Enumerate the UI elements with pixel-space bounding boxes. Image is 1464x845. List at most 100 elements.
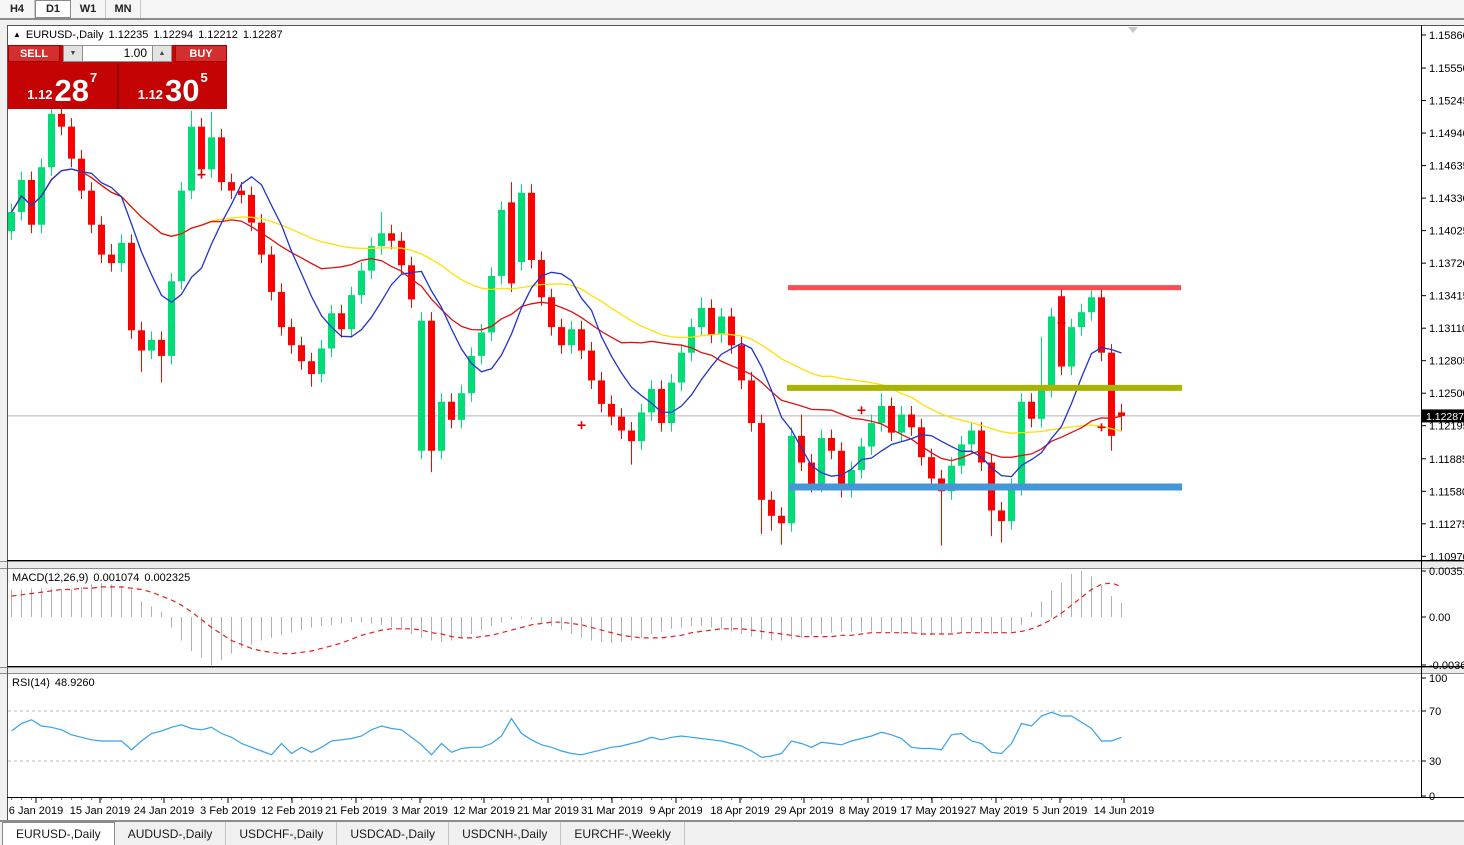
rsi-value: 48.9260 [54, 677, 95, 689]
svg-text:3 Mar 2019: 3 Mar 2019 [392, 805, 448, 817]
candle [588, 350, 595, 381]
candle [998, 510, 1005, 522]
chart-title: ▲ EURUSD-,Daily 1.12235 1.12294 1.12212 1.122… [13, 29, 288, 41]
svg-text:31 Mar 2019: 31 Mar 2019 [581, 805, 643, 817]
rsi-pane [8, 710, 1420, 762]
candle [488, 275, 495, 333]
candle [558, 327, 565, 346]
candle [458, 393, 465, 420]
rsi-line [11, 711, 1122, 758]
svg-text:21 Mar 2019: 21 Mar 2019 [517, 805, 579, 817]
expand-arrow-icon[interactable]: ▲ [13, 30, 21, 39]
candle [468, 355, 475, 394]
candle [228, 182, 235, 191]
sell-price-button[interactable]: 1.12 28 7 [8, 64, 119, 109]
candle [838, 450, 845, 490]
svg-text:1.13415: 1.13415 [1429, 291, 1464, 303]
svg-text:30: 30 [1429, 756, 1441, 768]
candle [158, 339, 165, 356]
buy-button[interactable]: BUY [175, 45, 227, 62]
buy-price-pipette: 5 [200, 70, 208, 85]
quote-close: 1.12287 [242, 29, 283, 41]
svg-text:6 Jan 2019: 6 Jan 2019 [9, 805, 63, 817]
candle [658, 388, 665, 424]
chart-canvas[interactable]: 1.15860 1.15550 1.15245 1.14940 1.14635 1.143… [0, 0, 1464, 821]
timeframe-w1-button[interactable]: W1 [71, 0, 106, 18]
svg-text:12 Mar 2019: 12 Mar 2019 [453, 805, 515, 817]
tab-eurchf-weekly[interactable]: EURCHF-,Weekly [561, 822, 685, 845]
candle [568, 329, 575, 346]
candle [168, 281, 175, 356]
candle [278, 291, 285, 328]
candle [118, 242, 125, 264]
svg-text:5 Jun 2019: 5 Jun 2019 [1033, 805, 1087, 817]
svg-text:1.15550: 1.15550 [1429, 63, 1464, 75]
rsi-label: RSI(14) 48.9260 [12, 677, 100, 689]
candle [288, 327, 295, 346]
trade-marker-icon [1057, 318, 1066, 327]
candle [498, 209, 505, 276]
candle [178, 190, 185, 282]
candle [888, 406, 895, 433]
candle [298, 345, 305, 362]
macd-main-value: 0.001074 [93, 572, 140, 584]
svg-text:3 Feb 2019: 3 Feb 2019 [200, 805, 256, 817]
svg-text:15 Jan 2019: 15 Jan 2019 [70, 805, 131, 817]
tab-eurusd-daily[interactable]: EURUSD-,Daily [2, 822, 115, 845]
volume-decrease-button[interactable]: ▼ [63, 45, 83, 62]
svg-text:27 May 2019: 27 May 2019 [964, 805, 1028, 817]
svg-text:9 Apr 2019: 9 Apr 2019 [649, 805, 702, 817]
trade-marker-icon [577, 421, 586, 430]
candle [878, 406, 885, 424]
candle [608, 403, 615, 417]
candle [438, 401, 445, 451]
candle [28, 179, 35, 225]
candle [738, 345, 745, 381]
candle [708, 307, 715, 335]
volume-input[interactable]: 1.00 [83, 45, 152, 62]
candle [518, 192, 525, 263]
ma-fast [10, 168, 1122, 478]
quote-open: 1.12235 [108, 29, 149, 41]
timeframe-d1-button[interactable]: D1 [35, 0, 71, 18]
svg-text:70: 70 [1429, 706, 1441, 718]
candle [678, 352, 685, 383]
candle [1008, 487, 1015, 522]
candle [758, 423, 765, 500]
candle [258, 222, 265, 255]
candle [538, 259, 545, 298]
candle [898, 414, 905, 433]
chart-symbol-label: EURUSD-,Daily [25, 29, 104, 41]
svg-text:0.00: 0.00 [1429, 612, 1450, 624]
candle [1108, 352, 1115, 436]
trade-marker-icon [197, 170, 206, 179]
candle [418, 320, 425, 451]
tab-usdcad-daily[interactable]: USDCAD-,Daily [337, 822, 450, 845]
candle [478, 332, 485, 356]
rsi-name: RSI(14) [12, 677, 50, 689]
candle [408, 265, 415, 300]
candle [698, 307, 705, 328]
candlestick-series [8, 105, 1125, 546]
svg-text:12 Feb 2019: 12 Feb 2019 [261, 805, 323, 817]
tab-usdchf-daily[interactable]: USDCHF-,Daily [226, 822, 338, 845]
sell-button[interactable]: SELL [8, 45, 60, 62]
candle [98, 224, 105, 255]
tab-audusd-daily[interactable]: AUDUSD-,Daily [115, 822, 227, 845]
buy-price-button[interactable]: 1.12 30 5 [118, 64, 227, 109]
candle [668, 382, 675, 424]
macd-name: MACD(12,26,9) [12, 572, 89, 584]
svg-text:0.003518: 0.003518 [1429, 566, 1464, 578]
svg-text:1.12287: 1.12287 [1426, 411, 1464, 423]
volume-increase-button[interactable]: ▲ [152, 45, 172, 62]
candle [108, 254, 115, 264]
svg-text:18 Apr 2019: 18 Apr 2019 [710, 805, 769, 817]
timeframe-mn-button[interactable]: MN [106, 0, 141, 18]
timeframe-h4-button[interactable]: H4 [0, 0, 35, 18]
candle [208, 137, 215, 170]
svg-text:8 May 2019: 8 May 2019 [839, 805, 896, 817]
tab-usdcnh-daily[interactable]: USDCNH-,Daily [449, 822, 562, 845]
trade-marker-icon [857, 406, 866, 415]
svg-text:21 Feb 2019: 21 Feb 2019 [325, 805, 387, 817]
